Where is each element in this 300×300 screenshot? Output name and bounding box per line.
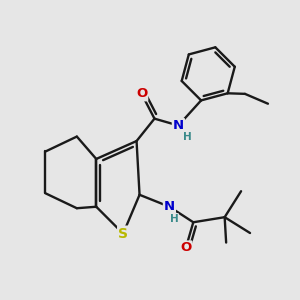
Text: H: H xyxy=(169,214,178,224)
Text: H: H xyxy=(183,132,192,142)
Text: O: O xyxy=(136,87,147,101)
Text: O: O xyxy=(180,242,191,254)
Text: S: S xyxy=(118,226,128,241)
Text: N: N xyxy=(173,119,184,132)
Text: N: N xyxy=(164,200,175,213)
